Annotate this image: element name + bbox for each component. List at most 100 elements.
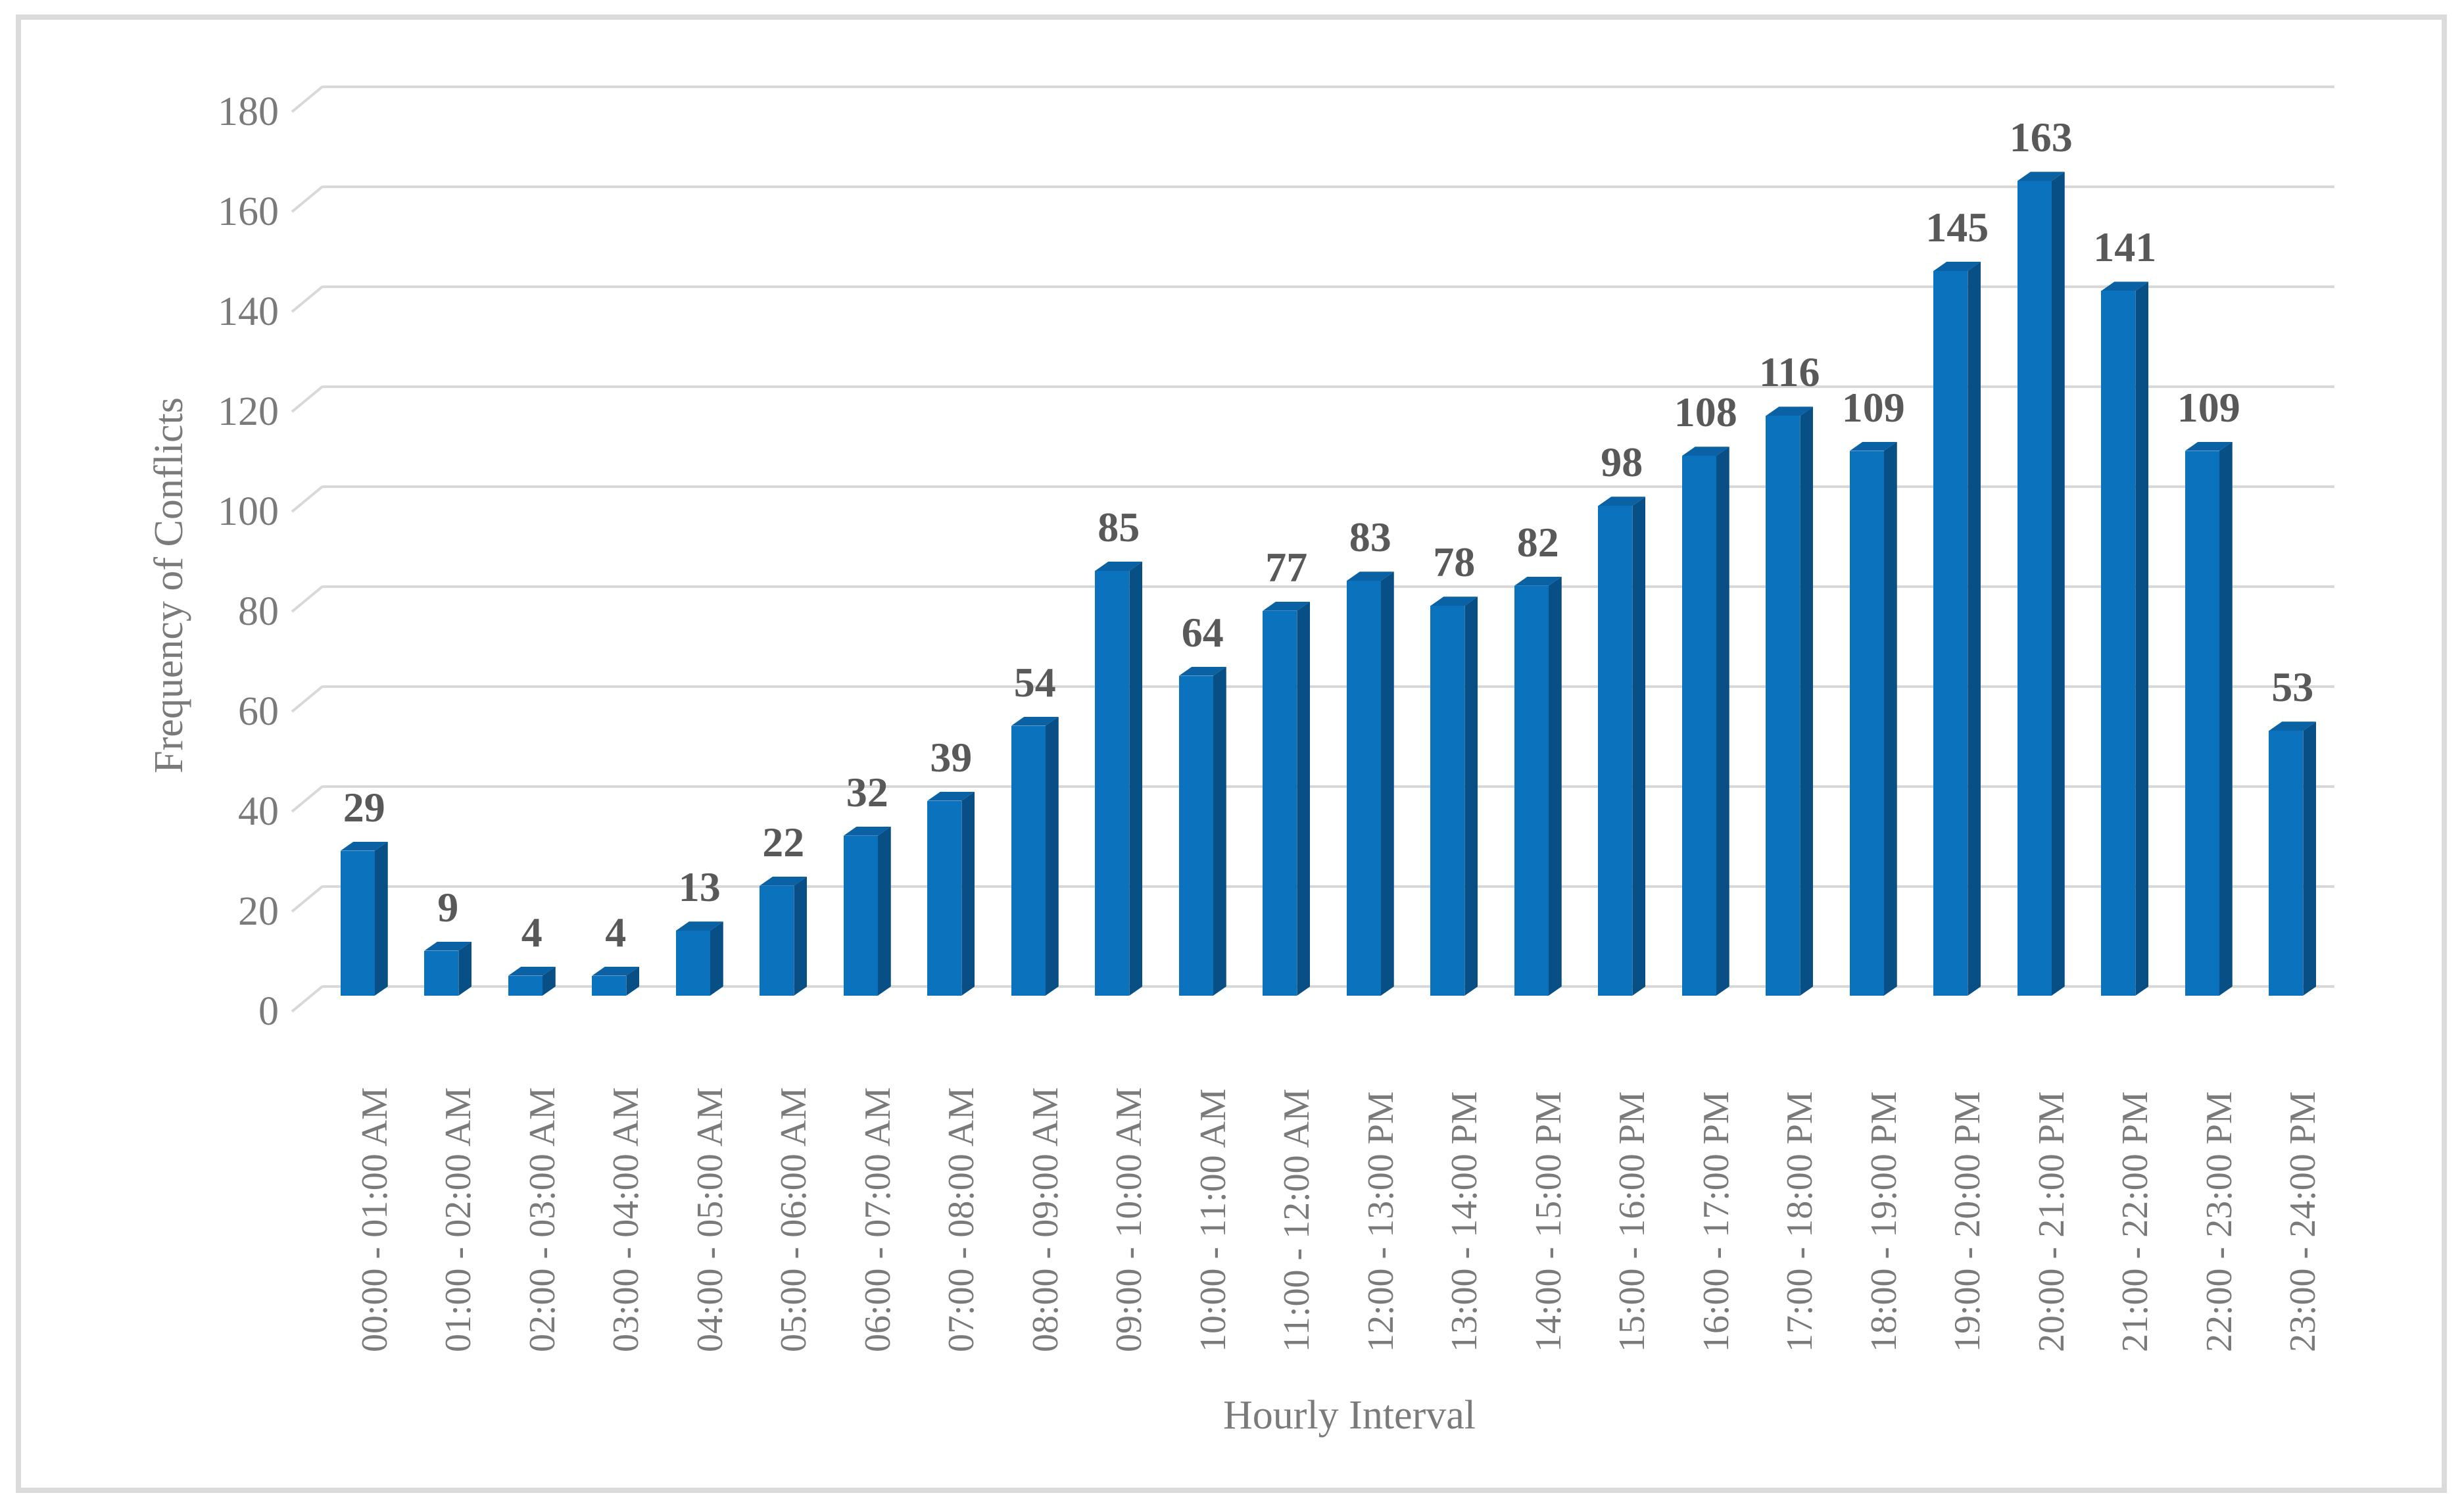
bar-top-face [1514,576,1562,586]
gridline [322,685,2334,688]
bar-front-face [760,885,794,996]
bar [1514,576,1562,996]
bar-front-face [1095,571,1130,996]
bar [1263,601,1311,996]
gridline [322,185,2334,188]
bar [2101,281,2149,996]
bar-top-face [927,791,975,801]
bar-front-face [1681,456,1716,996]
x-tick-label: 04:00 - 05:00 AM [689,1087,731,1352]
bar [760,876,808,996]
bar-side-face [2303,721,2316,996]
bar-top-face [1346,572,1394,581]
y-tick-label: 80 [238,589,279,634]
bar-top-face [1011,716,1059,726]
x-axis-title: Hourly Interval [1223,1393,1476,1438]
bar-front-face [1346,581,1381,996]
bar-value-label: 4 [605,908,627,956]
x-tick-label: 06:00 - 07:00 AM [857,1087,898,1352]
bar-front-face [1263,610,1297,996]
bar-side-face [961,792,975,996]
bar-front-face [1011,725,1046,996]
bar [592,966,640,996]
x-tick-label: 21:00 - 22:00 PM [2115,1091,2156,1352]
plot-area: Frequency of Conflicts Hourly Interval 0… [21,20,2442,1488]
y-tick-label: 140 [218,289,279,334]
bar-value-label: 116 [1759,349,1820,396]
gridline [322,885,2334,888]
bar [2269,721,2317,996]
bar-side-face [1129,562,1142,996]
bar-front-face [2269,731,2304,996]
bar-front-face [1849,451,1884,996]
gridline [322,285,2334,288]
bar-value-label: 109 [2177,383,2240,431]
bar-side-face [1800,406,1813,996]
x-tick-label: 10:00 - 11:00 AM [1192,1088,1234,1352]
bar-value-label: 4 [521,908,543,956]
bar-value-label: 54 [1013,658,1056,706]
x-tick-label: 09:00 - 10:00 AM [1109,1087,1150,1352]
x-tick-label: 12:00 - 13:00 PM [1360,1091,1401,1352]
bar-top-face [2269,721,2317,731]
bar-side-face [1968,262,1981,996]
grid-depth-tick [291,485,324,513]
bar-top-face [1849,441,1897,451]
bar-front-face [2185,451,2219,996]
bar-top-face [340,841,388,851]
y-tick-label: 180 [218,89,279,134]
x-tick-label: 14:00 - 15:00 PM [1528,1091,1569,1352]
bar-side-face [1046,717,1059,996]
x-tick-label: 08:00 - 09:00 AM [1025,1087,1066,1352]
bar [1011,716,1059,996]
bar-side-face [1549,577,1562,996]
bar-top-face [1766,406,1814,416]
bar-value-label: 39 [930,733,973,781]
grid-depth-tick [291,285,324,313]
bar-value-label: 85 [1098,504,1140,550]
bar [1430,597,1478,996]
bar-side-face [375,842,388,996]
bar-top-face [1933,262,1981,271]
bar-value-label: 13 [678,864,721,911]
grid-depth-tick [291,685,324,713]
bar-front-face [1598,506,1633,996]
bar-value-label: 77 [1265,543,1308,591]
bar-front-face [927,800,962,996]
bar-value-label: 64 [1181,608,1224,656]
bar-value-label: 53 [2271,664,2314,711]
bar-side-face [1464,597,1478,996]
x-tick-label: 19:00 - 20:00 PM [1947,1091,1989,1352]
bar-value-label: 163 [2009,114,2073,161]
bar-value-label: 32 [846,768,888,816]
x-tick-label: 02:00 - 03:00 AM [521,1087,563,1352]
x-tick-label: 23:00 - 24:00 PM [2283,1091,2324,1352]
bar [927,791,975,996]
gridline [322,785,2334,788]
figure-border: Frequency of Conflicts Hourly Interval 0… [16,14,2447,1493]
bar-top-face [1095,562,1143,571]
bar-value-label: 22 [762,818,805,865]
bar-front-face [1514,585,1549,996]
bar-value-label: 29 [343,783,385,831]
y-tick-label: 100 [218,489,279,534]
bar-front-face [1766,416,1800,996]
bar-top-face [1598,497,1646,506]
bar-value-label: 145 [1925,204,1989,251]
grid-depth-tick [291,885,324,913]
bar-side-face [1632,497,1645,996]
bar-top-face [2185,441,2233,451]
gridline [322,385,2334,388]
bar-value-label: 82 [1516,518,1559,566]
bar-top-face [675,921,723,931]
x-tick-label: 01:00 - 02:00 AM [438,1087,479,1352]
gridline [322,585,2334,588]
bar-side-face [1297,602,1310,996]
bar-front-face [2017,181,2052,996]
bar [675,921,723,996]
grid-depth-tick [291,385,324,413]
bar-value-label: 9 [437,883,459,931]
y-tick-label: 0 [258,989,279,1034]
bar-top-face [843,826,891,836]
bar [1346,572,1394,996]
